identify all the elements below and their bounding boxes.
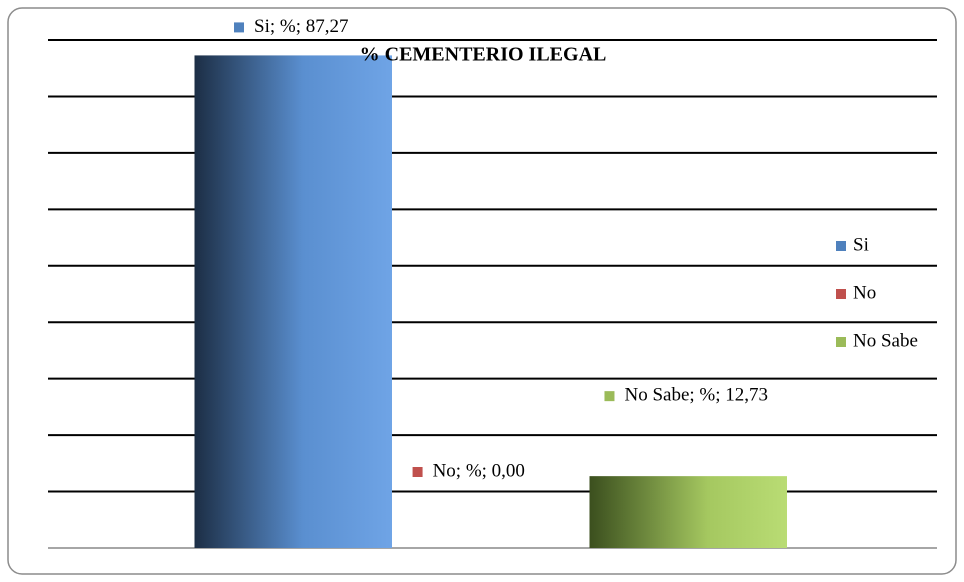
bar [589, 476, 787, 548]
legend-key [836, 241, 846, 251]
legend-key [836, 337, 846, 347]
data-label: No Sabe; %; 12,73 [624, 385, 768, 406]
data-label-key [412, 467, 423, 477]
bar [194, 55, 392, 548]
legend-key [836, 289, 846, 299]
data-label: Si; %; 87,27 [254, 16, 348, 37]
legend-label: No Sabe [853, 330, 918, 351]
legend-label: No [853, 282, 876, 303]
chart-border [7, 7, 957, 575]
data-label-key [234, 22, 245, 33]
data-label: No; %; 0,00 [433, 460, 525, 481]
legend-label: Si [853, 234, 869, 255]
chart-title: % CEMENTERIO ILEGAL [360, 44, 607, 66]
data-label-key [604, 391, 615, 402]
